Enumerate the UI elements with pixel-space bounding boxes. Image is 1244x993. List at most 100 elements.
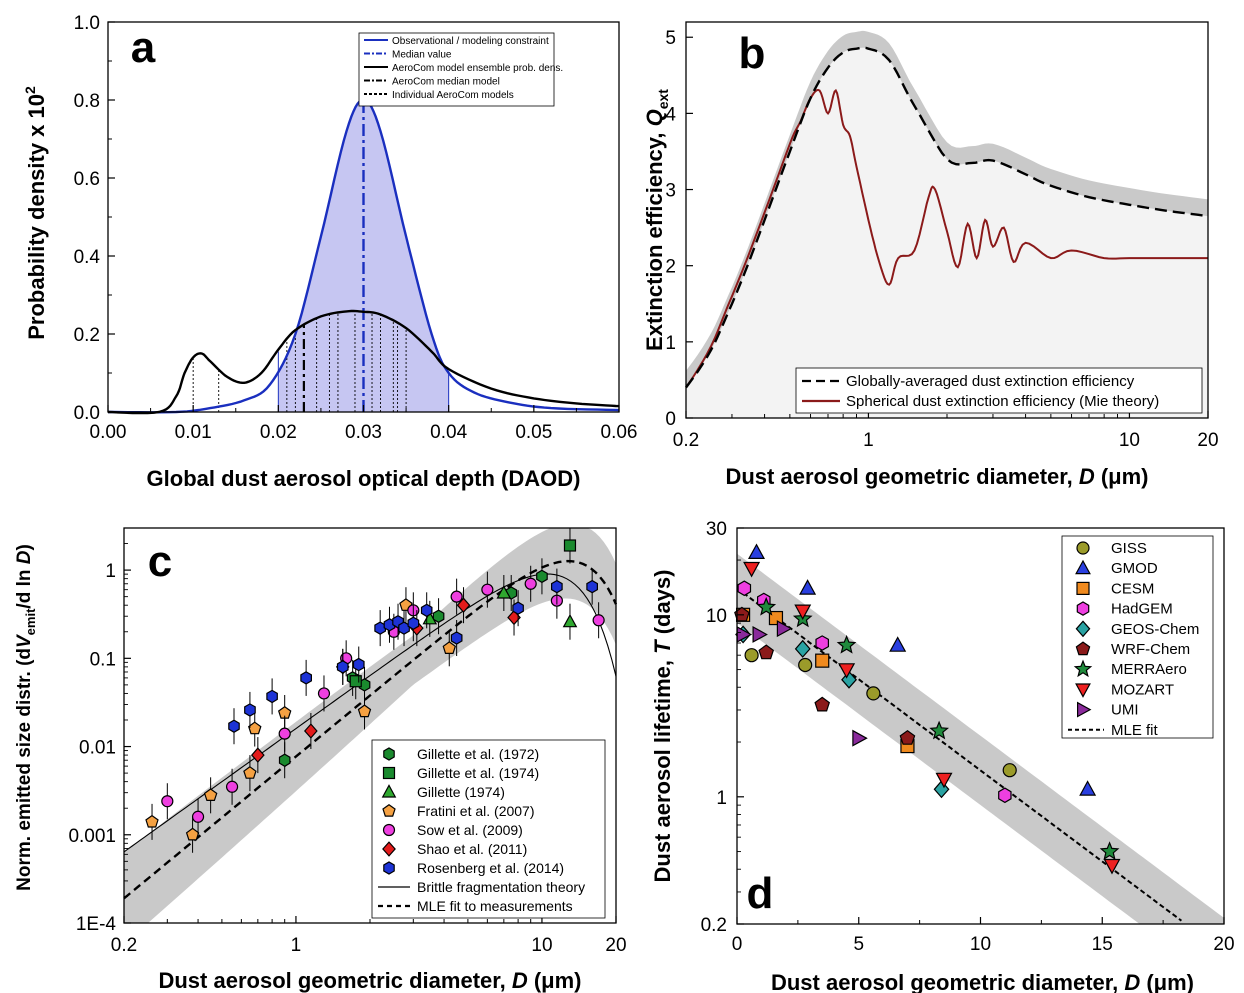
legend-label: AeroCom model ensemble prob. dens. [392, 63, 563, 74]
x-tick-label: 10 [970, 934, 991, 955]
legend-label: GEOS-Chem [1111, 621, 1199, 638]
x-axis-title-var: D [1124, 970, 1140, 993]
data-point [145, 814, 159, 828]
data-point [929, 720, 950, 740]
panel-a: 0.00 0.01 0.02 0.03 0.04 0.05 0.06 0.0 0.2 0.4 0.6… [22, 13, 637, 491]
x-tick-label: 10 [1119, 430, 1140, 451]
data-point [300, 671, 312, 685]
y-axis-title-sup: 2 [22, 86, 38, 94]
data-point [450, 631, 463, 645]
data-point [357, 704, 372, 718]
x-tick-label: 0.04 [430, 422, 467, 443]
uncertainty-band [737, 553, 1224, 924]
data-point [1079, 780, 1097, 796]
data-point [798, 657, 813, 673]
data-point [744, 648, 759, 663]
data-point [935, 772, 953, 789]
data-point [524, 577, 537, 590]
data-point [550, 579, 563, 594]
y-tick-label: 5 [665, 28, 676, 49]
x-tick-label: 10 [531, 935, 552, 956]
y-axis-title: Dust aerosol lifetime, T (days) [650, 570, 675, 883]
x-axis-title-var: D [512, 968, 528, 993]
data-point [998, 787, 1012, 804]
data-point [481, 583, 494, 596]
data-point [450, 590, 463, 603]
data-point [512, 601, 524, 615]
y-axis-title: Probability density x 102 [22, 86, 49, 340]
data-point [562, 613, 578, 628]
data-point [734, 606, 750, 622]
panel-letter: d [747, 869, 774, 918]
y-axis-title-sub: ext [655, 89, 671, 110]
legend: GISS GMOD CESM HadGEM GEOS-Chem WRF-Chem MERRA… [1061, 535, 1214, 739]
legend-label: HadGEM [1111, 601, 1173, 618]
legend-marker [1076, 601, 1090, 616]
data-point [889, 636, 907, 652]
y-tick-label: 0.4 [74, 247, 101, 268]
legend-marker [383, 861, 395, 875]
legend-label: Gillette et al. (1974) [417, 765, 539, 781]
data-point [768, 610, 784, 626]
data-point [496, 585, 512, 599]
x-axis-title: Dust aerosol geometric diameter, D (μm) [725, 464, 1148, 489]
y-axis-title: Norm. emitted size distr. (dVemit/d ln D… [14, 544, 38, 891]
y-tick-label: 0.6 [74, 169, 100, 190]
legend-label: Fratini et al. (2007) [417, 803, 535, 819]
data-point [225, 780, 239, 793]
data-point [586, 579, 599, 594]
legend-label: CESM [1111, 580, 1154, 597]
data-point [836, 634, 857, 654]
legend: Globally-averaged dust extinction effici… [795, 367, 1203, 414]
legend-marker [1075, 683, 1091, 698]
x-axis-title: Dust aerosol geometric diameter, D (μm) [158, 968, 581, 993]
data-point [536, 569, 548, 584]
data-point [933, 780, 950, 799]
x-tick-label: 20 [1213, 934, 1234, 955]
data-point [352, 657, 365, 672]
data-point [794, 639, 811, 658]
x-tick-label: 0 [732, 934, 743, 955]
legend-marker [1075, 620, 1091, 638]
legend-marker [382, 766, 396, 780]
data-point [244, 703, 256, 717]
y-axis-title-var: V [14, 634, 35, 648]
legend-box [795, 367, 1203, 414]
legend: Gillette et al. (1972) Gillette et al. (1… [371, 739, 606, 919]
legend-label: Gillette et al. (1972) [417, 746, 539, 762]
legend-marker [383, 747, 395, 761]
data-point [799, 579, 817, 595]
panel-letter: b [739, 29, 766, 78]
legend-label: WRF-Chem [1111, 641, 1190, 658]
data-point [251, 747, 265, 763]
data-point [432, 609, 445, 623]
y-axis-title-var2: D [14, 550, 35, 564]
data-point [243, 766, 257, 779]
y-tick-label: 1E-4 [76, 914, 117, 935]
legend-label: UMI [1111, 702, 1139, 719]
x-axis-title: Dust aerosol geometric diameter, D (μm) [771, 970, 1194, 993]
data-point [1099, 841, 1120, 860]
legend-label: Median value [392, 50, 452, 61]
y-tick-label: 1 [665, 333, 676, 354]
series-global [685, 46, 1209, 389]
data-point [747, 543, 766, 560]
y-tick-label: 4 [665, 104, 676, 125]
y-tick-label: 0.001 [68, 826, 116, 847]
uncertainty-band [124, 528, 616, 923]
x-tick-label: 20 [1197, 430, 1218, 451]
data-point [161, 795, 174, 808]
x-tick-label: 20 [605, 935, 626, 956]
data-point [456, 597, 471, 614]
legend-marker [381, 784, 397, 798]
legend-marker [1073, 659, 1093, 678]
x-tick-label: 0.00 [90, 422, 127, 443]
legend-label: Rosenberg et al. (2014) [417, 860, 564, 876]
data-point [247, 721, 262, 735]
data-point [756, 596, 777, 616]
data-point [278, 753, 291, 767]
legend-label: MLE fit to measurements [417, 898, 573, 914]
data-point [743, 561, 761, 578]
data-point [266, 689, 278, 704]
